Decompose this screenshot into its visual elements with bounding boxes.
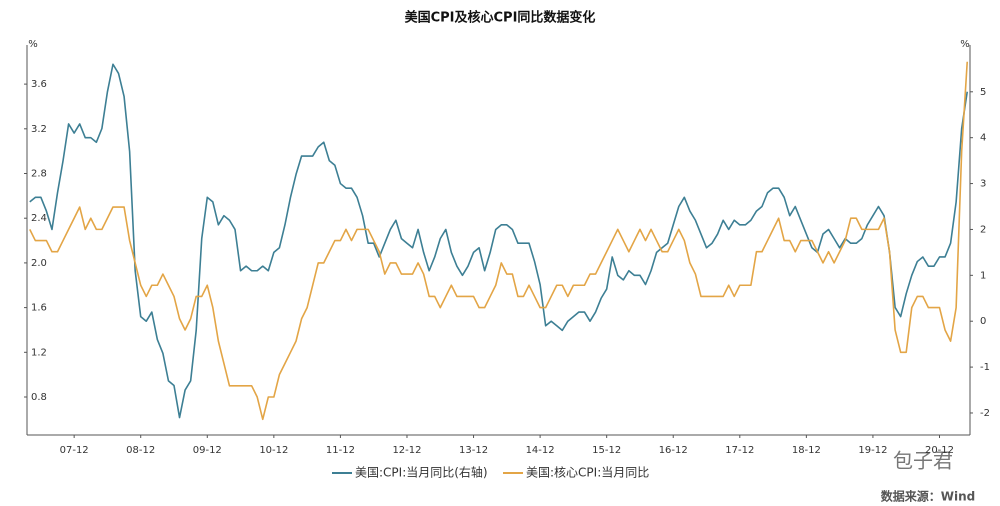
y-tick-label: 0.8 xyxy=(31,392,47,403)
y2-tick-label: 3 xyxy=(980,179,986,190)
x-tick-label: 18-12 xyxy=(792,445,821,456)
x-tick-label: 11-12 xyxy=(326,445,355,456)
y-tick-label: 3.2 xyxy=(31,124,47,135)
legend-label: 美国:核心CPI:当月同比 xyxy=(526,466,649,480)
x-tick-label: 08-12 xyxy=(126,445,155,456)
y2-tick-label: -1 xyxy=(980,362,990,373)
x-tick-label: 12-12 xyxy=(392,445,421,456)
x-tick-label: 16-12 xyxy=(659,445,688,456)
y2-tick-label: 5 xyxy=(980,87,986,98)
x-tick-label: 15-12 xyxy=(592,445,621,456)
y-tick-label: 1.2 xyxy=(31,347,47,358)
x-tick-label: 10-12 xyxy=(259,445,288,456)
y-unit: % xyxy=(28,39,38,50)
y2-tick-label: 4 xyxy=(980,133,986,144)
y-tick-label: 1.6 xyxy=(31,303,47,314)
y-tick-label: 2.4 xyxy=(31,213,47,224)
y-tick-label: 3.6 xyxy=(31,79,47,90)
y-tick-label: 2.8 xyxy=(31,169,47,180)
legend-label: 美国:CPI:当月同比(右轴) xyxy=(355,465,488,480)
y2-unit: % xyxy=(960,39,970,50)
watermark: 包子君 xyxy=(893,449,953,473)
x-tick-label: 19-12 xyxy=(858,445,887,456)
y2-tick-label: -2 xyxy=(980,408,990,419)
data-line xyxy=(29,63,969,419)
x-tick-label: 13-12 xyxy=(459,445,488,456)
x-tick-label: 09-12 xyxy=(193,445,222,456)
data-line xyxy=(29,61,969,421)
x-tick-label: 07-12 xyxy=(60,445,89,456)
y2-tick-label: 0 xyxy=(980,316,986,327)
x-tick-label: 14-12 xyxy=(526,445,555,456)
x-tick-label: 17-12 xyxy=(725,445,754,456)
y-tick-label: 2.0 xyxy=(31,258,47,269)
chart-title: 美国CPI及核心CPI同比数据变化 xyxy=(405,10,596,26)
x-tick-label: 20-12 xyxy=(925,445,954,456)
y2-tick-label: 1 xyxy=(980,270,986,281)
source-note: 数据来源：Wind xyxy=(881,489,975,504)
y2-tick-label: 2 xyxy=(980,224,986,235)
